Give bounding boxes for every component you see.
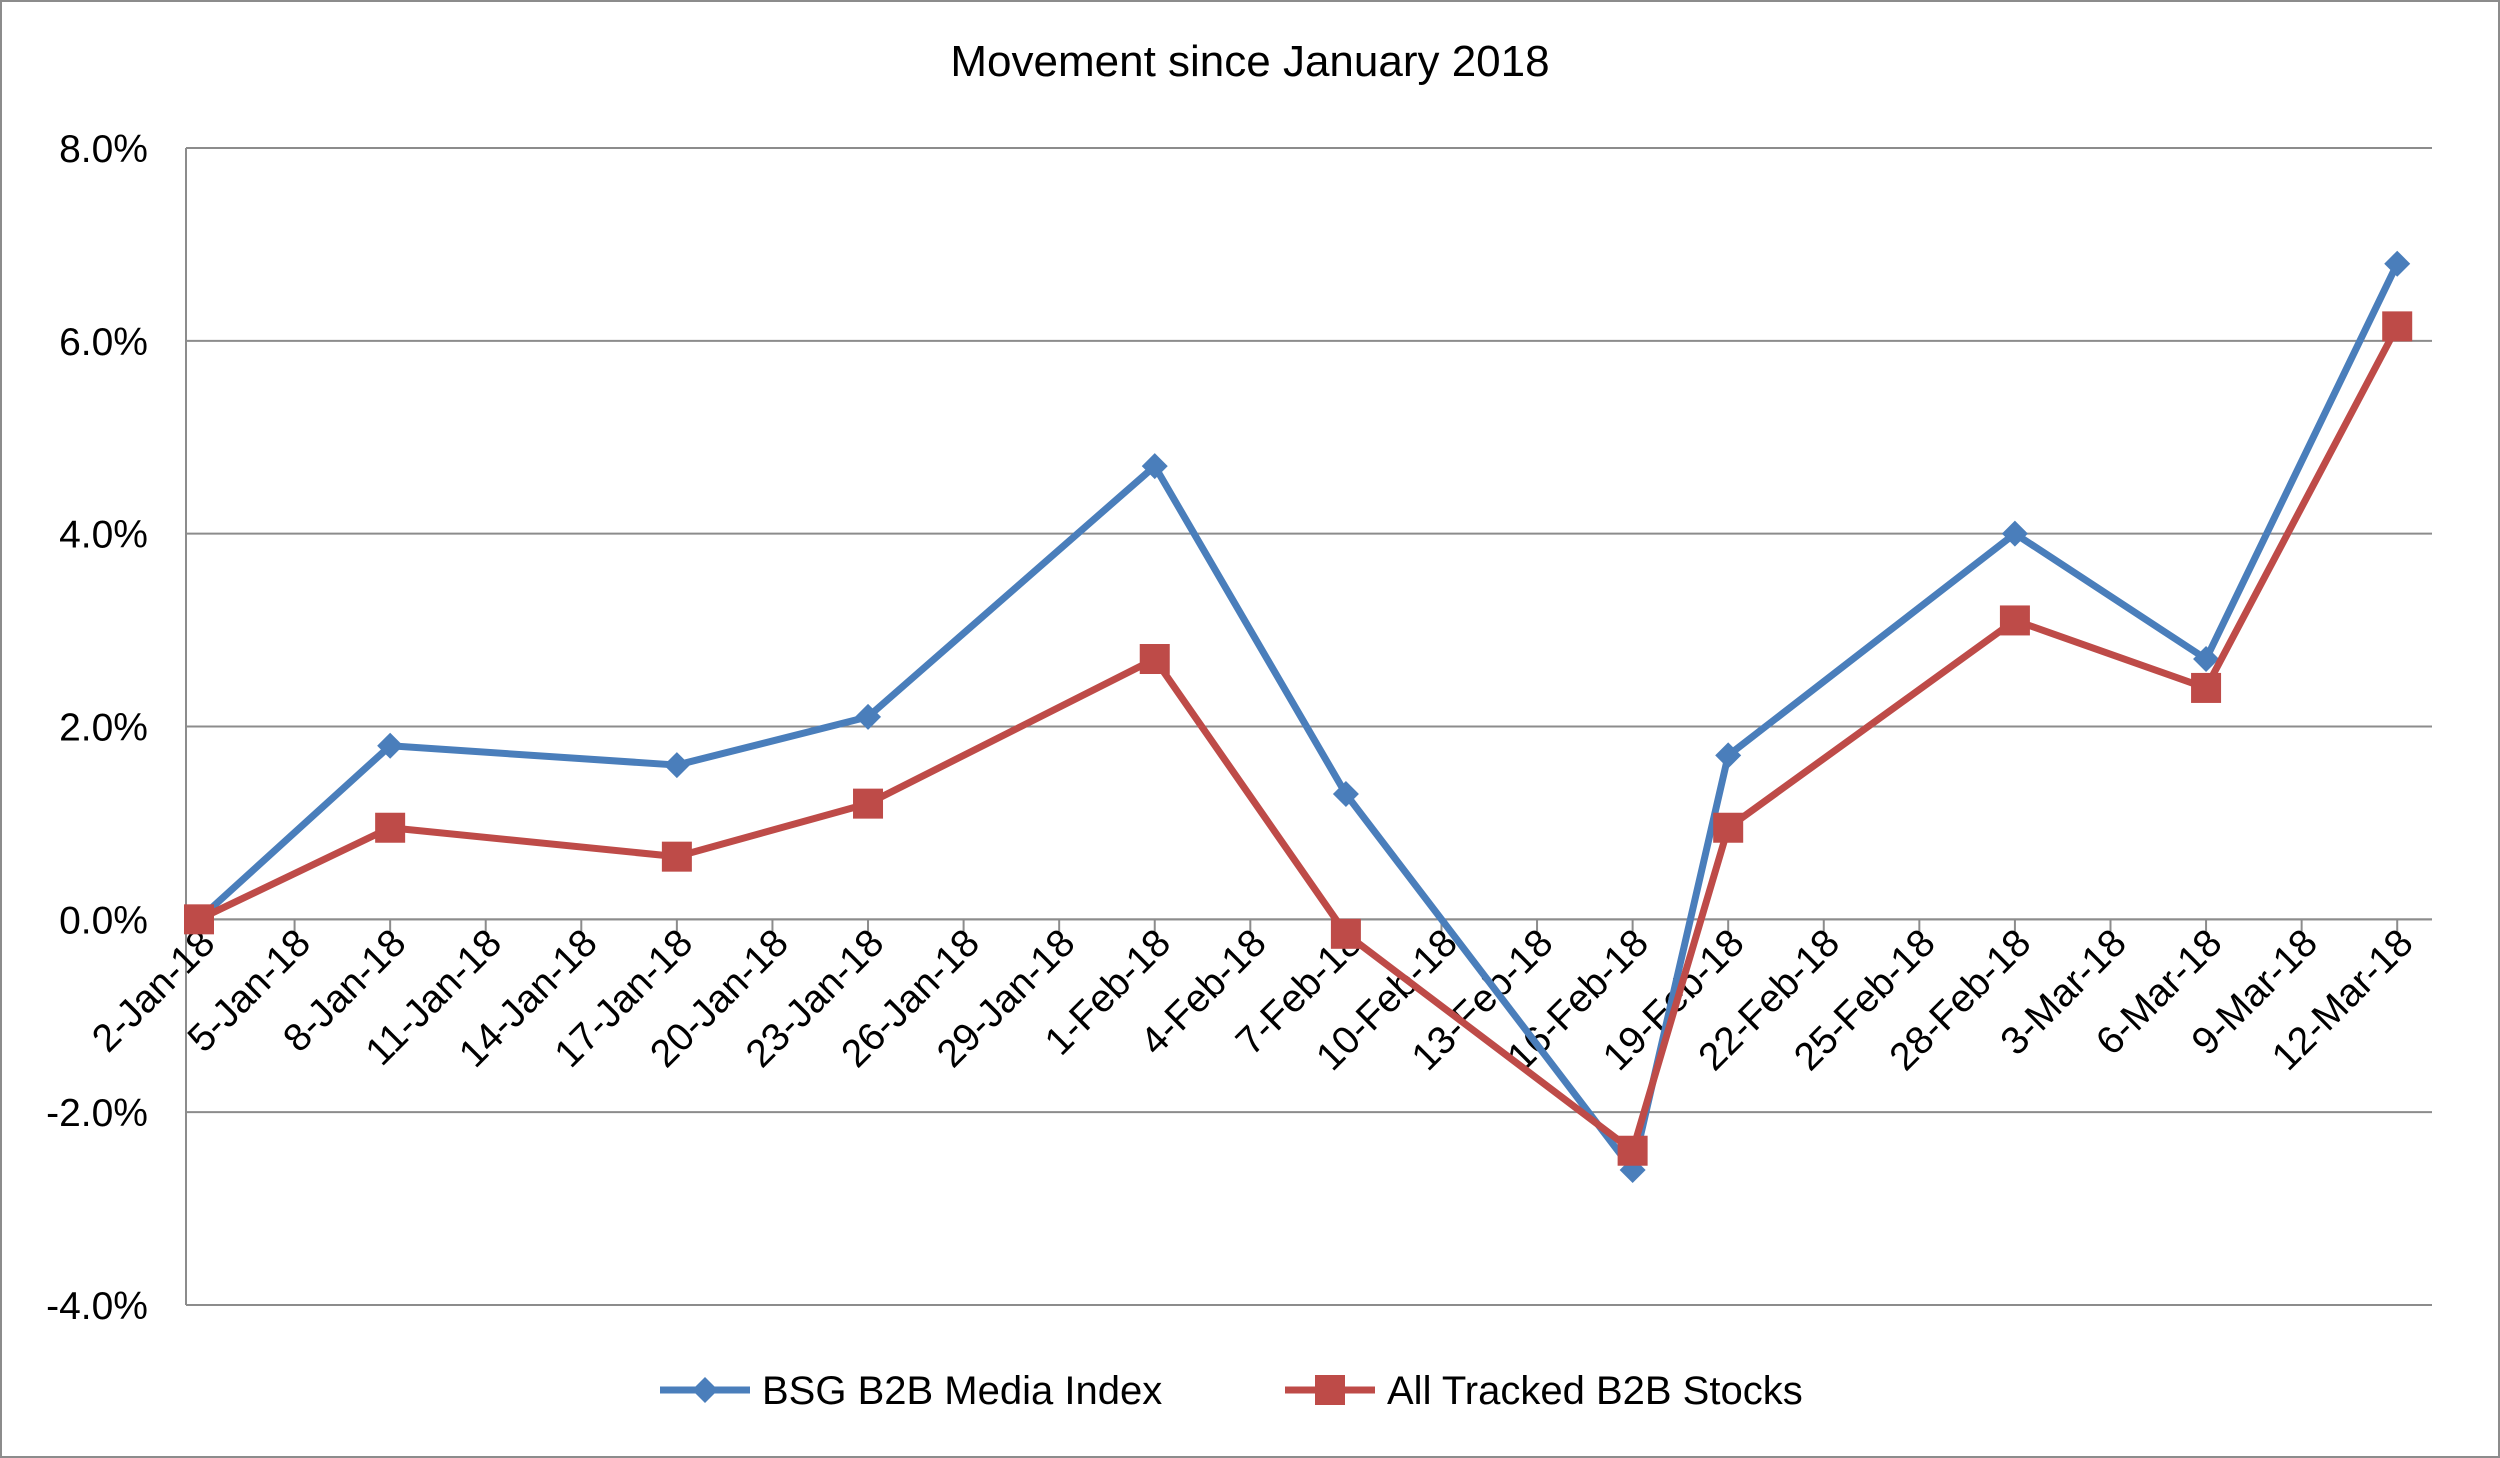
data-point: [184, 904, 214, 935]
legend-label: BSG B2B Media Index: [762, 1369, 1162, 1413]
data-point: [375, 812, 406, 843]
legend-marker: [1315, 1375, 1345, 1405]
legend: BSG B2B Media Index All Tracked B2B Stock…: [660, 1369, 1803, 1413]
y-tick-label: -4.0%: [46, 1285, 148, 1328]
data-point: [1332, 780, 1359, 807]
series-line: [196, 262, 2401, 1174]
y-axis: -4.0% -2.0% 0.0% 2.0% 4.0% 6.0% 8.0%: [46, 128, 187, 1328]
data-point: [1999, 605, 2030, 636]
data-point: [663, 752, 690, 779]
data-point: [855, 703, 882, 730]
y-tick-label: -2.0%: [46, 1092, 148, 1135]
series-2: [184, 311, 2413, 1166]
legend-item: All Tracked B2B Stocks: [1285, 1369, 1803, 1413]
data-point: [1617, 1135, 1648, 1166]
data-point: [1330, 918, 1361, 949]
y-tick-label: 8.0%: [59, 128, 148, 171]
data-point: [2382, 311, 2413, 342]
legend-label: All Tracked B2B Stocks: [1387, 1369, 1803, 1413]
data-point: [1713, 812, 1744, 843]
data-point: [2001, 520, 2028, 547]
data-point: [661, 841, 692, 872]
legend-item: BSG B2B Media Index: [660, 1369, 1162, 1413]
data-point: [2384, 250, 2411, 277]
x-axis: 2-Jan-185-Jan-188-Jan-1811-Jan-1814-Jan-…: [84, 918, 2432, 1079]
data-point: [1139, 644, 1170, 675]
data-point: [1715, 742, 1742, 769]
legend-marker: [692, 1377, 718, 1403]
y-tick-label: 0.0%: [59, 899, 148, 942]
chart-title: Movement since January 2018: [950, 37, 1549, 86]
y-tick-label: 6.0%: [59, 321, 148, 364]
y-tick-label: 2.0%: [59, 707, 148, 750]
data-point: [853, 788, 884, 819]
data-point: [377, 732, 404, 759]
data-point: [2191, 672, 2222, 703]
series-1: [186, 250, 2411, 1184]
data-point: [1141, 453, 1168, 480]
gridlines: [186, 147, 2432, 1306]
series-layer: [184, 250, 2413, 1184]
data-point: [2193, 646, 2220, 673]
y-tick-label: 4.0%: [59, 514, 148, 557]
